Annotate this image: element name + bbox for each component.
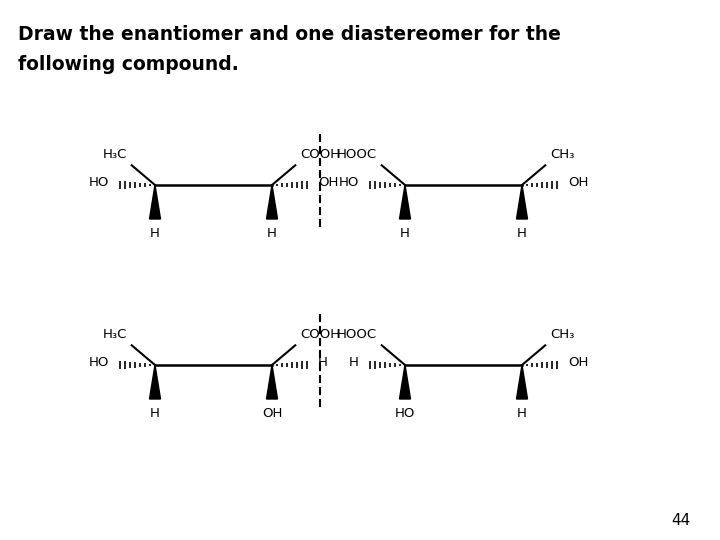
Text: HO: HO — [89, 177, 109, 190]
Text: following compound.: following compound. — [18, 55, 239, 74]
Text: CH₃: CH₃ — [550, 148, 575, 161]
Polygon shape — [150, 185, 161, 219]
Text: H: H — [400, 227, 410, 240]
Polygon shape — [150, 365, 161, 399]
Text: H: H — [150, 407, 160, 420]
Text: HO: HO — [338, 177, 359, 190]
Text: HO: HO — [89, 356, 109, 369]
Text: Draw the enantiomer and one diastereomer for the: Draw the enantiomer and one diastereomer… — [18, 25, 561, 44]
Text: HOOC: HOOC — [336, 328, 377, 341]
Polygon shape — [266, 185, 277, 219]
Polygon shape — [400, 365, 410, 399]
Text: OH: OH — [262, 407, 282, 420]
Text: HO: HO — [395, 407, 415, 420]
Polygon shape — [516, 365, 528, 399]
Text: COOH: COOH — [300, 148, 341, 161]
Polygon shape — [266, 365, 277, 399]
Text: OH: OH — [568, 177, 588, 190]
Text: H₃C: H₃C — [102, 148, 127, 161]
Text: OH: OH — [568, 356, 588, 369]
Text: 44: 44 — [671, 513, 690, 528]
Text: H: H — [517, 227, 527, 240]
Text: H: H — [150, 227, 160, 240]
Text: H: H — [267, 227, 277, 240]
Text: OH: OH — [318, 177, 338, 190]
Text: H: H — [349, 356, 359, 369]
Text: COOH: COOH — [300, 328, 341, 341]
Text: H: H — [517, 407, 527, 420]
Text: H: H — [318, 356, 328, 369]
Polygon shape — [400, 185, 410, 219]
Text: HOOC: HOOC — [336, 148, 377, 161]
Text: CH₃: CH₃ — [550, 328, 575, 341]
Text: H₃C: H₃C — [102, 328, 127, 341]
Polygon shape — [516, 185, 528, 219]
